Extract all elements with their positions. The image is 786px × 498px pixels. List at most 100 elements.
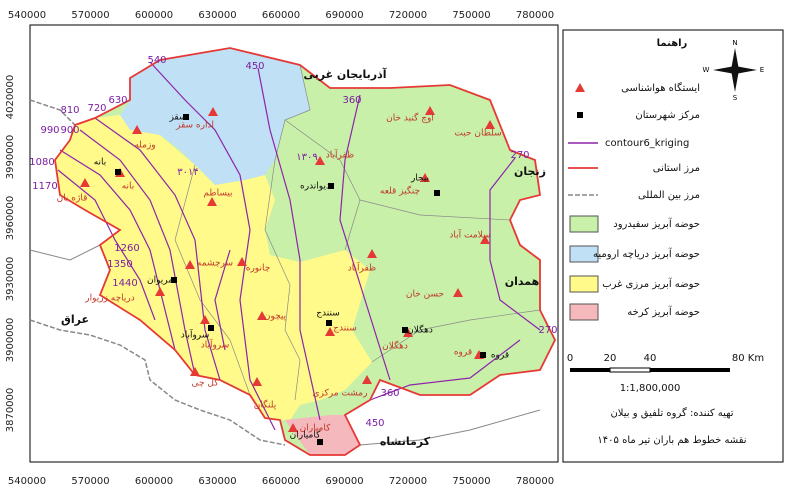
contour-line <box>149 61 276 431</box>
station-name: دریاچه زریوار <box>84 294 135 304</box>
legend-symbol <box>575 83 585 92</box>
county-center <box>208 325 214 331</box>
weather-station <box>155 287 165 296</box>
legend-label: مرز بین المللی <box>638 190 700 201</box>
x-coord-label: 660000 <box>262 10 300 21</box>
station-name: وزمله <box>134 141 155 151</box>
credit: نقشه خطوط هم باران تیر ماه ۱۴۰۵ <box>597 435 746 446</box>
station-name: سلطان حبت <box>454 129 501 139</box>
legend-symbol <box>569 215 599 233</box>
y-coord-label: 3870000 <box>5 388 16 433</box>
county-center <box>183 114 189 120</box>
western-basin <box>55 115 372 420</box>
station-name: ظفرآباد <box>326 149 354 161</box>
contour-line <box>79 129 196 376</box>
scale-label: 80 Km <box>732 353 764 364</box>
x-coord-label: 600000 <box>135 10 173 21</box>
station-name: اداره سقز <box>175 121 214 131</box>
station-name: ظفرآباد <box>348 262 376 274</box>
contour-label: 630 <box>108 95 127 106</box>
county-center <box>328 183 334 189</box>
weather-station <box>208 107 218 116</box>
weather-station <box>257 311 267 320</box>
contour-line <box>257 67 321 421</box>
station-name: سلامت آباد <box>449 229 490 241</box>
contour-label: 720 <box>87 103 106 114</box>
weather-station <box>453 288 463 297</box>
county-border <box>264 64 311 401</box>
contour-label: ۳۰۱۴ <box>177 167 198 178</box>
weather-station <box>425 106 435 115</box>
neighbor-name: عراق <box>61 313 89 326</box>
county-center <box>115 169 121 175</box>
scale-bar <box>609 367 651 373</box>
weather-station <box>132 125 142 134</box>
y-coord-label: 3960000 <box>5 196 16 241</box>
legend-label: حوضه آبریز سفیدرود <box>613 217 700 230</box>
x-coord-label: 720000 <box>389 10 427 21</box>
contour-line <box>214 249 231 351</box>
weather-station <box>200 315 210 324</box>
weather-station <box>485 120 495 129</box>
city-name: سقز <box>168 113 186 123</box>
weather-station <box>362 375 372 384</box>
station-name: کامیاران <box>300 424 331 434</box>
county-center <box>480 352 486 358</box>
neighbor-name: همدان <box>505 275 540 288</box>
x-coord-label: 570000 <box>71 476 109 487</box>
legend-symbol <box>569 303 599 321</box>
contour-label: 540 <box>147 55 166 66</box>
x-coord-label: 540000 <box>8 476 46 487</box>
legend-label: حوضه آبریز مرزی غرب <box>602 277 700 290</box>
weather-station <box>480 235 490 244</box>
county-border <box>284 119 361 251</box>
x-coord-label: 630000 <box>198 476 236 487</box>
county-center <box>171 277 177 283</box>
x-coord-label: 690000 <box>325 10 363 21</box>
neighbor-border <box>359 409 541 446</box>
scale-label: 0 <box>567 353 573 364</box>
urmia-basin <box>120 48 310 185</box>
contour-label: 1260 <box>114 243 139 254</box>
county-borders <box>174 64 541 401</box>
y-coord-label: 3900000 <box>5 318 16 363</box>
x-coord-label: 600000 <box>135 476 173 487</box>
contour-line <box>489 157 541 331</box>
legend-title: راهنما <box>657 38 688 49</box>
contour-label: 360 <box>342 95 361 106</box>
compass-letter: E <box>760 66 764 74</box>
scale-label: 20 <box>604 353 617 364</box>
contour-label: 810 <box>60 105 79 116</box>
scale-bar <box>570 368 610 372</box>
neighbor-name: کرمانشاه <box>380 435 431 448</box>
weather-station <box>252 377 262 386</box>
compass-letter: S <box>733 94 738 102</box>
karkheh-basin <box>285 415 360 455</box>
weather-station <box>288 423 298 432</box>
county-border <box>359 199 511 221</box>
station-name: بیساطم <box>203 189 232 199</box>
county-center <box>434 190 440 196</box>
contour-label: 900 <box>60 125 79 136</box>
city-name: دیواندره <box>300 182 330 192</box>
weather-station <box>237 257 247 266</box>
county-center <box>402 327 408 333</box>
scale-ratio: 1:1,800,000 <box>620 383 681 394</box>
weather-station <box>325 327 335 336</box>
x-coord-label: 630000 <box>198 10 236 21</box>
neighbor-border <box>29 244 101 261</box>
scale-label: 40 <box>644 353 657 364</box>
contour-label: ۱۳۰۹ <box>296 152 317 163</box>
weather-station <box>420 173 430 182</box>
station-name: سرچشمه <box>197 259 233 269</box>
international-border <box>29 319 286 446</box>
weather-station <box>207 197 217 206</box>
weather-station <box>185 260 195 269</box>
contour-label: 1170 <box>32 181 57 192</box>
legend-symbol <box>569 245 599 263</box>
x-coord-label: 570000 <box>71 10 109 21</box>
compass-letter: W <box>703 66 710 74</box>
station-name: قاژه بان <box>57 194 88 204</box>
station-name: سروآباد <box>201 339 230 351</box>
contour-label: 450 <box>365 418 384 429</box>
